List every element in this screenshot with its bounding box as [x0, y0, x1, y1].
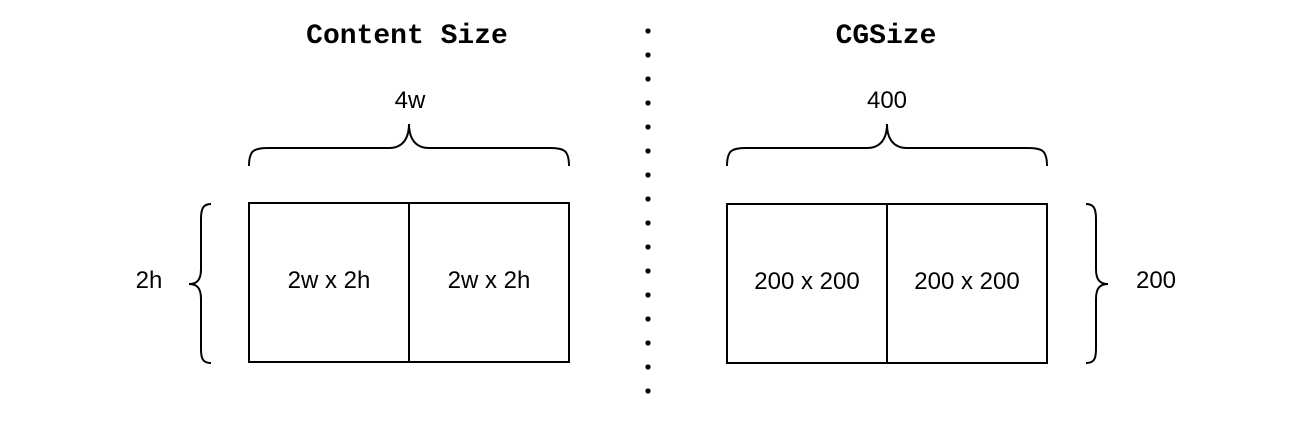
right-cell-2-label: 200 x 200 — [914, 268, 1019, 295]
right-height-brace — [1085, 203, 1109, 364]
right-panel: CGSize 400 200 200 x 200 200 x 200 — [726, 21, 1176, 364]
right-cell-1-label: 200 x 200 — [754, 268, 859, 295]
left-cell-1 — [248, 202, 410, 363]
right-height-label: 200 — [1136, 267, 1176, 294]
left-height-label: 2h — [136, 267, 163, 294]
left-cell-1-label: 2w x 2h — [288, 267, 371, 294]
left-panel-title: Content Size — [306, 21, 508, 52]
left-width-brace — [248, 123, 570, 167]
right-cell-2 — [886, 203, 1048, 364]
left-panel: Content Size 4w 2h 2w x 2h 2w x 2h — [136, 21, 570, 364]
right-panel-title: CGSize — [836, 21, 937, 52]
left-cell-2-label: 2w x 2h — [448, 267, 531, 294]
left-cell-2 — [408, 202, 570, 363]
right-width-label: 400 — [867, 87, 907, 114]
right-width-brace — [726, 123, 1048, 167]
right-cell-1 — [726, 203, 888, 364]
left-width-label: 4w — [395, 87, 426, 114]
left-height-brace — [188, 203, 212, 364]
dotted-divider — [645, 28, 651, 394]
